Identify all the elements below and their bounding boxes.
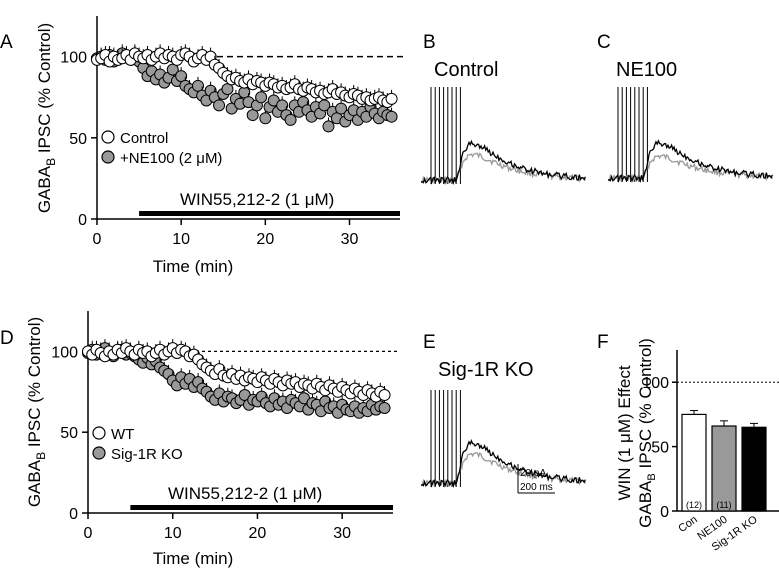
data-point <box>335 102 348 115</box>
y-label-F-line2: GABAB IPSC (% Control) <box>636 338 658 528</box>
trace-gray <box>607 153 773 183</box>
y-label-D-sub: B <box>34 452 48 460</box>
y-tick-label: 0 <box>660 504 669 521</box>
bar <box>681 413 707 512</box>
points-D <box>82 339 391 419</box>
panel-label-E: E <box>423 332 436 353</box>
drug-bar-D <box>130 505 393 510</box>
y-tick-label: 0 <box>69 506 78 523</box>
data-point <box>385 110 398 123</box>
y-tick-label: 100 <box>51 344 78 361</box>
x-tick-label: 10 <box>164 525 182 542</box>
y-label-F-main: GABA <box>636 480 655 528</box>
y-label-A-rest: IPSC (% Control) <box>35 23 54 158</box>
y-ticks-A: 0 50 100 <box>60 50 97 229</box>
drug-label-A: WIN55,212-2 (1 μM) <box>180 190 334 209</box>
y-label-F-sub: B <box>646 473 658 480</box>
drug-label-D: WIN55,212-2 (1 μM) <box>168 484 322 503</box>
y-tick-label: 50 <box>69 131 87 148</box>
x-label-D: Time (min) <box>153 549 234 568</box>
legend-marker-wt <box>92 426 106 440</box>
legend-A: Control +NE100 (2 μM) <box>101 130 222 167</box>
y-label-D-main: GABA <box>25 459 44 507</box>
y-label-D: GABAB IPSC (% Control) <box>25 317 48 507</box>
n-label: (11) <box>716 500 731 510</box>
y-label-D-rest: IPSC (% Control) <box>25 317 44 452</box>
legend-marker-ko <box>92 446 106 460</box>
panel-label-D: D <box>0 328 14 349</box>
legend-label-wt: WT <box>111 426 134 443</box>
n-label: (12) <box>686 500 702 510</box>
legend-label-ko: Sig-1R KO <box>111 446 183 463</box>
trace-C <box>607 87 773 184</box>
legend-D: WT Sig-1R KO <box>92 426 183 463</box>
data-point <box>255 91 268 104</box>
data-point <box>322 120 335 133</box>
chart-D: 0 50 100 0 10 20 30 WIN55,212-2 (1 μM) Time (… <box>25 311 397 568</box>
y-label-F-line1: WIN (1 μM) Effect <box>615 365 634 500</box>
bar <box>711 425 737 512</box>
x-tick-label: 20 <box>249 525 267 542</box>
data-point <box>378 401 391 414</box>
trace-title-E: Sig-1R KO <box>438 359 534 381</box>
x-tick-label: 20 <box>256 231 274 248</box>
chart-A: 0 50 100 0 10 20 30 WIN55,212-2 (1 μM) Time (… <box>35 16 404 276</box>
y-label-A-sub: B <box>44 158 58 166</box>
scale-bar-E: 20 pA 200 ms <box>517 464 555 494</box>
bars-F: (12)Con(11)NE100(11)Sig-1R KO <box>676 410 767 554</box>
trace-E <box>420 390 586 489</box>
legend-marker-ne100 <box>101 150 115 164</box>
data-point <box>385 92 398 105</box>
x-tick-label: 10 <box>172 231 190 248</box>
drug-bar-A <box>139 211 401 216</box>
y-label-F-rest: IPSC (% Control) <box>636 338 655 473</box>
trace-title-B: Control <box>434 59 498 81</box>
trace-B <box>420 87 586 186</box>
panel-label-F: F <box>597 332 609 353</box>
trace-black <box>420 439 586 489</box>
points-A <box>91 44 398 133</box>
y-tick-label: 50 <box>60 425 78 442</box>
data-point <box>284 113 297 126</box>
panel-label-C: C <box>597 32 611 53</box>
y-tick-label: 0 <box>78 212 87 229</box>
x-tick-label: 30 <box>333 525 351 542</box>
x-tick-label: 30 <box>341 231 359 248</box>
trace-title-C: NE100 <box>616 59 677 81</box>
panel-label-A: A <box>0 32 13 53</box>
y-ticks-D: 0 50 100 <box>51 344 88 523</box>
scale-x-label: 200 ms <box>520 482 553 493</box>
data-point <box>213 99 226 112</box>
x-label-A: Time (min) <box>153 257 234 276</box>
y-tick-label: 100 <box>60 50 87 67</box>
x-tick-label: 0 <box>93 231 102 248</box>
data-point <box>259 112 272 125</box>
trace-gray <box>420 451 586 488</box>
scale-y-label: 20 pA <box>520 468 546 479</box>
legend-label-ne100: +NE100 (2 μM) <box>120 150 222 167</box>
y-tick-label: 50 <box>651 440 669 457</box>
bar <box>741 426 767 512</box>
y-ticks-F: 0 50 100 <box>642 375 677 521</box>
legend-label-control: Control <box>120 130 168 147</box>
trace-black <box>420 139 586 186</box>
y-label-A-main: GABA <box>35 165 54 213</box>
trace-black <box>607 139 773 184</box>
trace-gray <box>420 152 586 185</box>
chart-F: 0 50 100 (12)Con(11)NE100(11)Sig-1R KO WIN… <box>615 338 779 554</box>
data-point <box>378 389 391 402</box>
y-tick-label: 100 <box>642 375 669 392</box>
y-label-A: GABAB IPSC (% Control) <box>35 23 58 213</box>
legend-marker-control <box>101 130 115 144</box>
x-ticks-D: 0 10 20 30 <box>84 513 351 542</box>
x-tick-label: 0 <box>84 525 93 542</box>
panel-label-B: B <box>423 32 436 53</box>
n-label: (11) <box>746 500 761 510</box>
x-ticks-A: 0 10 20 30 <box>93 219 359 248</box>
